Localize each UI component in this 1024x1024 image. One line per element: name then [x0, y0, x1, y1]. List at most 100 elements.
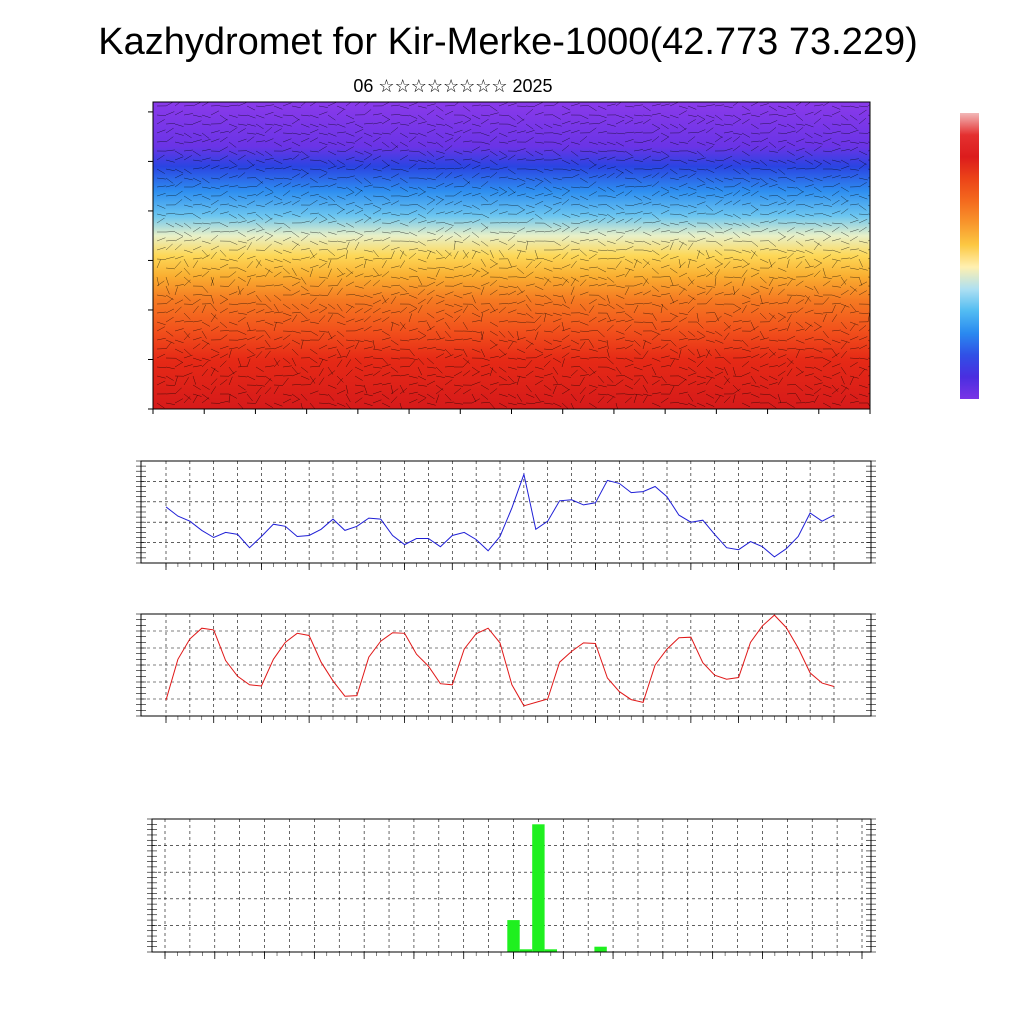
wind-barb: [462, 114, 472, 120]
wind-barb: [480, 195, 489, 202]
wind-barb: [444, 291, 454, 296]
wind-barb: [363, 249, 373, 253]
wind-barb: [381, 141, 390, 148]
wind-barb: [813, 186, 822, 193]
wind-barb: [336, 195, 346, 200]
wind-barb: [651, 228, 661, 233]
wind-barb: [525, 130, 535, 134]
wind-barb: [660, 328, 670, 332]
wind-barb: [633, 141, 644, 143]
wind-barb: [696, 285, 706, 290]
wind-barb: [318, 357, 328, 362]
wind-barb: [669, 276, 674, 286]
wind-barb: [516, 393, 522, 402]
wind-barb: [273, 294, 282, 301]
wind-barb: [255, 335, 264, 341]
wind-barb: [759, 111, 769, 116]
wind-barb: [534, 353, 544, 359]
wind-barb: [390, 159, 400, 165]
wind-barb: [543, 301, 553, 305]
wind-barb: [804, 102, 811, 107]
wind-barb: [327, 268, 332, 278]
wind-barb: [291, 357, 297, 367]
wind-barb: [246, 123, 256, 127]
wind-barb: [633, 393, 643, 396]
wind-barb: [264, 217, 273, 224]
wind-barb: [489, 112, 499, 116]
wind-barb: [714, 114, 723, 121]
wind-barb: [606, 324, 614, 332]
wind-barb: [363, 132, 373, 137]
wind-barb: [282, 377, 289, 386]
wind-barb: [381, 372, 391, 377]
wind-barb: [264, 321, 274, 326]
wind-barb: [192, 213, 201, 219]
wind-barb: [210, 277, 214, 287]
wind-barb: [390, 127, 399, 134]
wind-barb: [723, 377, 730, 386]
wind-barb: [777, 132, 788, 134]
wind-barb: [552, 150, 561, 157]
wind-barb: [264, 375, 273, 382]
wind-barb: [309, 365, 320, 368]
wind-barb: [381, 294, 387, 304]
wind-barb: [453, 309, 463, 314]
wind-barb: [723, 137, 732, 143]
wind-barb: [723, 366, 729, 376]
wind-barb: [282, 210, 292, 215]
wind-barb: [282, 249, 292, 254]
wind-barb: [777, 249, 787, 253]
wind-barb: [498, 186, 507, 193]
wind-barb: [561, 276, 570, 283]
wind-barb: [624, 363, 634, 368]
wind-barb: [732, 231, 741, 238]
wind-barb: [246, 329, 256, 332]
wind-barb: [750, 114, 760, 117]
wind-barb: [858, 290, 867, 296]
wind-barb: [579, 258, 589, 262]
wind-barb: [210, 348, 220, 354]
wind-barb: [831, 363, 841, 368]
wind-barb: [561, 312, 571, 316]
wind-barb: [453, 371, 463, 377]
wind-barb: [525, 370, 534, 377]
wind-barb: [759, 352, 768, 359]
wind-barb: [210, 105, 221, 107]
wind-barb: [579, 249, 587, 257]
wind-barb: [651, 346, 661, 350]
wind-barb: [804, 294, 812, 302]
wind-barb: [309, 217, 318, 224]
wind-barb: [651, 168, 662, 170]
wind-barb: [588, 284, 598, 287]
wind-barb: [579, 212, 589, 215]
wind-barb: [588, 204, 598, 208]
wind-barb: [381, 260, 387, 269]
wind-barb: [822, 222, 832, 226]
wind-barb: [291, 339, 301, 345]
wind-barb: [543, 258, 553, 263]
wind-barb: [471, 366, 480, 373]
wind-barb: [840, 165, 850, 170]
wind-barb: [714, 159, 725, 162]
wind-barb: [597, 375, 605, 383]
wind-barb: [462, 370, 471, 377]
wind-barb: [804, 141, 814, 144]
wind-barb: [804, 132, 813, 139]
wind-barb: [156, 294, 166, 297]
wind-barb: [750, 222, 760, 227]
wind-barb: [687, 210, 697, 215]
wind-barb: [534, 102, 544, 107]
wind-barb: [831, 339, 841, 344]
wind-barb: [660, 355, 670, 359]
wind-barb: [516, 285, 523, 294]
wind-barb: [201, 138, 211, 143]
wind-barb: [543, 313, 547, 323]
wind-barb: [453, 210, 463, 215]
wind-barb: [570, 103, 580, 107]
wind-barb: [345, 209, 355, 215]
wind-barb: [462, 204, 472, 208]
wind-barb: [192, 236, 202, 242]
wind-barb: [399, 195, 410, 197]
wind-barb: [237, 231, 246, 237]
wind-barb: [273, 123, 283, 127]
